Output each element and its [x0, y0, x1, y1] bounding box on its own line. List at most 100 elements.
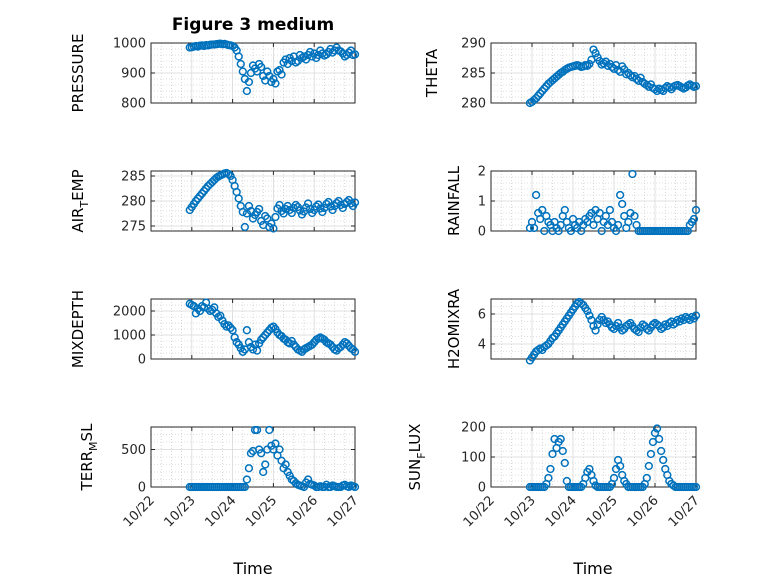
terrmsl-data-point	[303, 475, 313, 484]
airtemp-data-point	[234, 194, 243, 203]
terrmsl-ylabel-sub: M	[87, 441, 100, 451]
terrmsl-data-point	[350, 482, 360, 492]
terrmsl-data-point	[242, 475, 252, 484]
mixdepth-data-point	[350, 347, 360, 356]
h2omixra-data-point	[613, 318, 623, 328]
airtemp-data-point	[238, 207, 247, 217]
sunflux-data-point	[556, 434, 565, 444]
h2omixra-data-point	[593, 320, 602, 329]
mixdepth-data-point	[326, 340, 335, 349]
mixdepth-data-point	[342, 339, 351, 348]
sunflux-ylabel-rest: LUX	[406, 424, 424, 453]
mixdepth-ytick-label: 1000	[113, 329, 146, 344]
terrmsl-data-point	[246, 449, 256, 458]
sunflux-xlabel: Time	[572, 559, 612, 578]
mixdepth-data-point	[232, 338, 241, 347]
theta-data-point	[585, 59, 594, 69]
pressure-data-point	[234, 52, 243, 61]
pressure-data-point	[291, 58, 300, 67]
airtemp-data-point	[342, 197, 351, 207]
terrmsl-data-point	[275, 445, 284, 454]
h2omixra-subplot: 46 H2OMIXRA	[445, 288, 701, 369]
mixdepth-ylabel: MIXDEPTH	[69, 290, 87, 368]
pressure-data-point	[263, 67, 272, 76]
terrmsl-ylabel-main: TERR	[78, 451, 96, 492]
mixdepth-ytick-label: 0	[138, 353, 146, 368]
mixdepth-data-point	[199, 303, 209, 312]
rainfall-data-point	[597, 226, 606, 236]
theta-data-point	[583, 61, 592, 70]
h2omixra-data-point	[638, 320, 647, 329]
mixdepth-data-point	[289, 340, 298, 349]
airtemp-data-point	[318, 207, 327, 217]
airtemp-data-point	[242, 209, 252, 218]
terrmsl-data-point	[259, 467, 268, 477]
h2omixra-ylabel: H2OMIXRA	[445, 288, 463, 369]
rainfall-data-point	[531, 190, 541, 200]
mixdepth-data-point	[285, 339, 294, 348]
airtemp-data-point	[244, 201, 254, 211]
terrmsl-ylabel-rest: SL	[78, 423, 96, 442]
airtemp-data-point	[226, 171, 235, 181]
airtemp-data-point	[267, 219, 276, 228]
airtemp-ylabel: AIRTEMP	[69, 169, 91, 232]
h2omixra-data-point	[585, 311, 594, 320]
theta-ylabel: THETA	[423, 48, 441, 98]
sunflux-ytick-label: 200	[461, 421, 486, 436]
airtemp-data-point	[224, 169, 233, 179]
rainfall-data-point	[601, 211, 610, 221]
airtemp-data-point	[322, 199, 331, 209]
mixdepth-data-point	[228, 326, 237, 335]
terrmsl-data-point	[281, 460, 290, 469]
airtemp-ylabel-main: AIR	[69, 208, 87, 233]
rainfall-data-point	[616, 190, 625, 200]
pressure-plot-area: 800 900 1000	[113, 37, 360, 112]
rainfall-subplot: 0 1 2 RAINFALL	[445, 165, 701, 240]
rainfall-data-point	[589, 220, 598, 230]
rainfall-data-point	[689, 214, 699, 224]
theta-subplot: 280 285 290 THETA	[423, 37, 701, 112]
mixdepth-data-point	[238, 347, 247, 356]
terrmsl-data-point	[265, 425, 274, 435]
h2omixra-data-point	[642, 324, 651, 334]
h2omixra-data-point	[691, 311, 701, 320]
mixdepth-plot-area: 0 1000 2000	[113, 298, 360, 368]
rainfall-plot-area: 0 1 2	[478, 165, 701, 240]
pressure-data-point	[275, 65, 284, 75]
rainfall-data-point	[618, 199, 627, 209]
terrmsl-ytick-label: 0	[138, 481, 146, 496]
sunflux-data-point	[544, 473, 553, 483]
sunflux-data-point	[558, 446, 567, 456]
theta-data-point	[691, 82, 701, 91]
pressure-subplot: 800 900 1000 Figure 3 medium PRESSURE	[69, 15, 360, 112]
airtemp-data-point	[279, 209, 288, 218]
h2omixra-data-point	[589, 321, 598, 331]
rainfall-data-point	[624, 217, 633, 227]
pressure-data-point	[277, 70, 286, 79]
theta-plot-area: 280 285 290	[461, 37, 701, 112]
sunflux-data-point	[654, 434, 664, 444]
theta-ytick-label: 285	[461, 67, 486, 82]
airtemp-data-point	[328, 205, 337, 215]
mixdepth-subplot: 0 1000 2000 MIXDEPTH	[69, 290, 360, 368]
mixdepth-data-point	[226, 323, 235, 332]
theta-ytick-label: 290	[461, 37, 486, 52]
airtemp-data-point	[350, 198, 360, 207]
mixdepth-data-point	[336, 342, 345, 352]
pressure-data-point	[244, 77, 254, 87]
pressure-ytick-label: 1000	[113, 37, 146, 52]
rainfall-data-point	[691, 205, 701, 215]
mixdepth-data-point	[242, 326, 252, 335]
theta-data-point	[636, 73, 645, 82]
airtemp-data-point	[312, 202, 321, 211]
pressure-data-point	[350, 50, 360, 59]
terrmsl-ytick-label: 500	[121, 443, 146, 458]
terrmsl-xlabel: Time	[232, 559, 272, 578]
h2omixra-data-point	[687, 312, 697, 322]
airtemp-data-point	[301, 203, 311, 212]
sunflux-ylabel: SUNFLUX	[406, 424, 428, 491]
rainfall-data-point	[630, 211, 639, 221]
mixdepth-data-point	[230, 333, 239, 342]
airtemp-data-point	[332, 198, 341, 208]
mixdepth-data-point	[220, 320, 229, 329]
